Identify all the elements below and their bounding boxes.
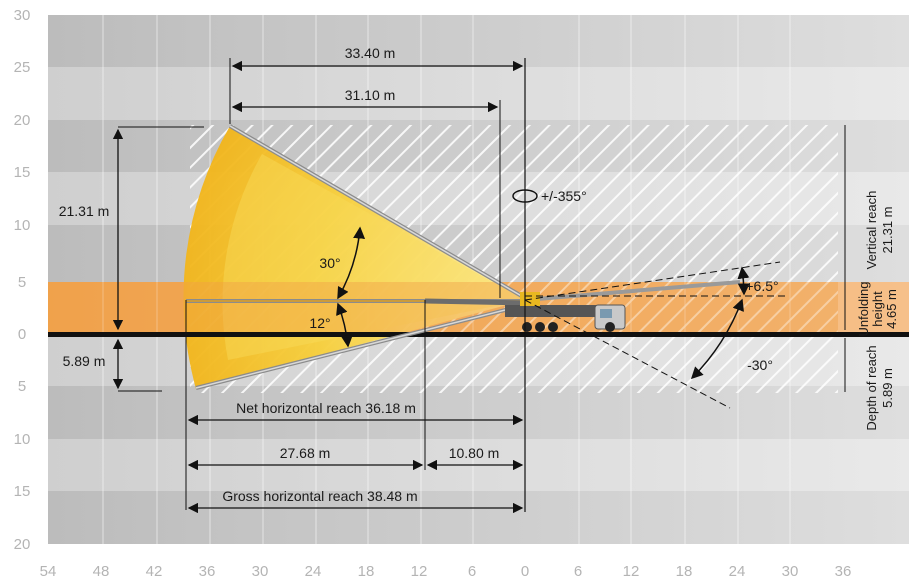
y-tick: 5 (18, 274, 26, 291)
arc-minus-angle (690, 298, 744, 380)
label-top-span: 33.40 m (345, 45, 396, 61)
label-angle-plus: +6.5° (745, 278, 778, 294)
x-tick: 42 (146, 563, 163, 580)
y-tick: 20 (14, 536, 31, 553)
side-label-depth-value: 5.89 m (880, 368, 895, 408)
label-gross-horizontal: Gross horizontal reach 38.48 m (222, 488, 417, 504)
x-tick: 6 (574, 563, 582, 580)
boom-upper (228, 124, 527, 300)
angle-line-minus (524, 299, 731, 409)
label-vertical-left: 21.31 m (59, 203, 110, 219)
x-tick: 18 (358, 563, 375, 580)
label-net-horizontal: Net horizontal reach 36.18 m (236, 400, 416, 416)
x-tick: 54 (40, 563, 57, 580)
label-angle-upper: 30° (319, 255, 340, 271)
y-tick: 10 (14, 217, 31, 234)
x-tick: 24 (729, 563, 746, 580)
boom-lower (195, 303, 526, 390)
y-tick: 15 (14, 164, 31, 181)
x-tick: 36 (199, 563, 216, 580)
side-label-unfolding-title: Unfolding (856, 282, 871, 337)
inner-envelope (222, 154, 525, 360)
side-label-depth-title: Depth of reach (864, 345, 879, 430)
y-tick: 5 (18, 378, 26, 395)
x-tick: 36 (835, 563, 852, 580)
x-axis: 54 48 42 36 30 24 18 12 6 0 6 12 18 24 3… (40, 563, 852, 580)
side-label-vertical-reach-value: 21.31 m (880, 207, 895, 254)
boom-short (424, 298, 526, 306)
rotation-arrow-icon (512, 189, 538, 203)
y-tick: 10 (14, 431, 31, 448)
x-tick: 12 (623, 563, 640, 580)
arc-plus-angle (737, 266, 750, 296)
x-tick: 48 (93, 563, 110, 580)
ground-line (48, 332, 909, 337)
side-label-unfolding-value: 4.65 m (884, 289, 899, 329)
arc-lower-angle (336, 302, 353, 348)
x-tick: 30 (252, 563, 269, 580)
x-tick: 6 (468, 563, 476, 580)
y-tick: 20 (14, 112, 31, 129)
label-depth-left: 5.89 m (63, 353, 106, 369)
arc-upper-angle (337, 226, 366, 300)
y-tick: 15 (14, 483, 31, 500)
label-second-span: 31.10 m (345, 87, 396, 103)
label-span-10: 10.80 m (449, 445, 500, 461)
side-label-vertical-reach-title: Vertical reach (864, 191, 879, 270)
x-tick: 0 (521, 563, 529, 580)
label-rotation: +/-355° (541, 188, 587, 204)
label-angle-minus: -30° (747, 357, 773, 373)
label-angle-lower: 12° (309, 315, 330, 331)
label-span-27: 27.68 m (280, 445, 331, 461)
y-tick: 30 (14, 7, 31, 24)
y-axis: 30 25 20 15 10 5 0 5 10 15 20 (14, 7, 31, 553)
x-tick: 24 (305, 563, 322, 580)
y-tick: 0 (18, 326, 26, 343)
reference-lines (118, 58, 501, 510)
x-tick: 12 (411, 563, 428, 580)
x-tick: 18 (676, 563, 693, 580)
x-tick: 30 (782, 563, 799, 580)
y-tick: 25 (14, 59, 31, 76)
side-label-unfolding-subtitle: height (870, 291, 885, 327)
